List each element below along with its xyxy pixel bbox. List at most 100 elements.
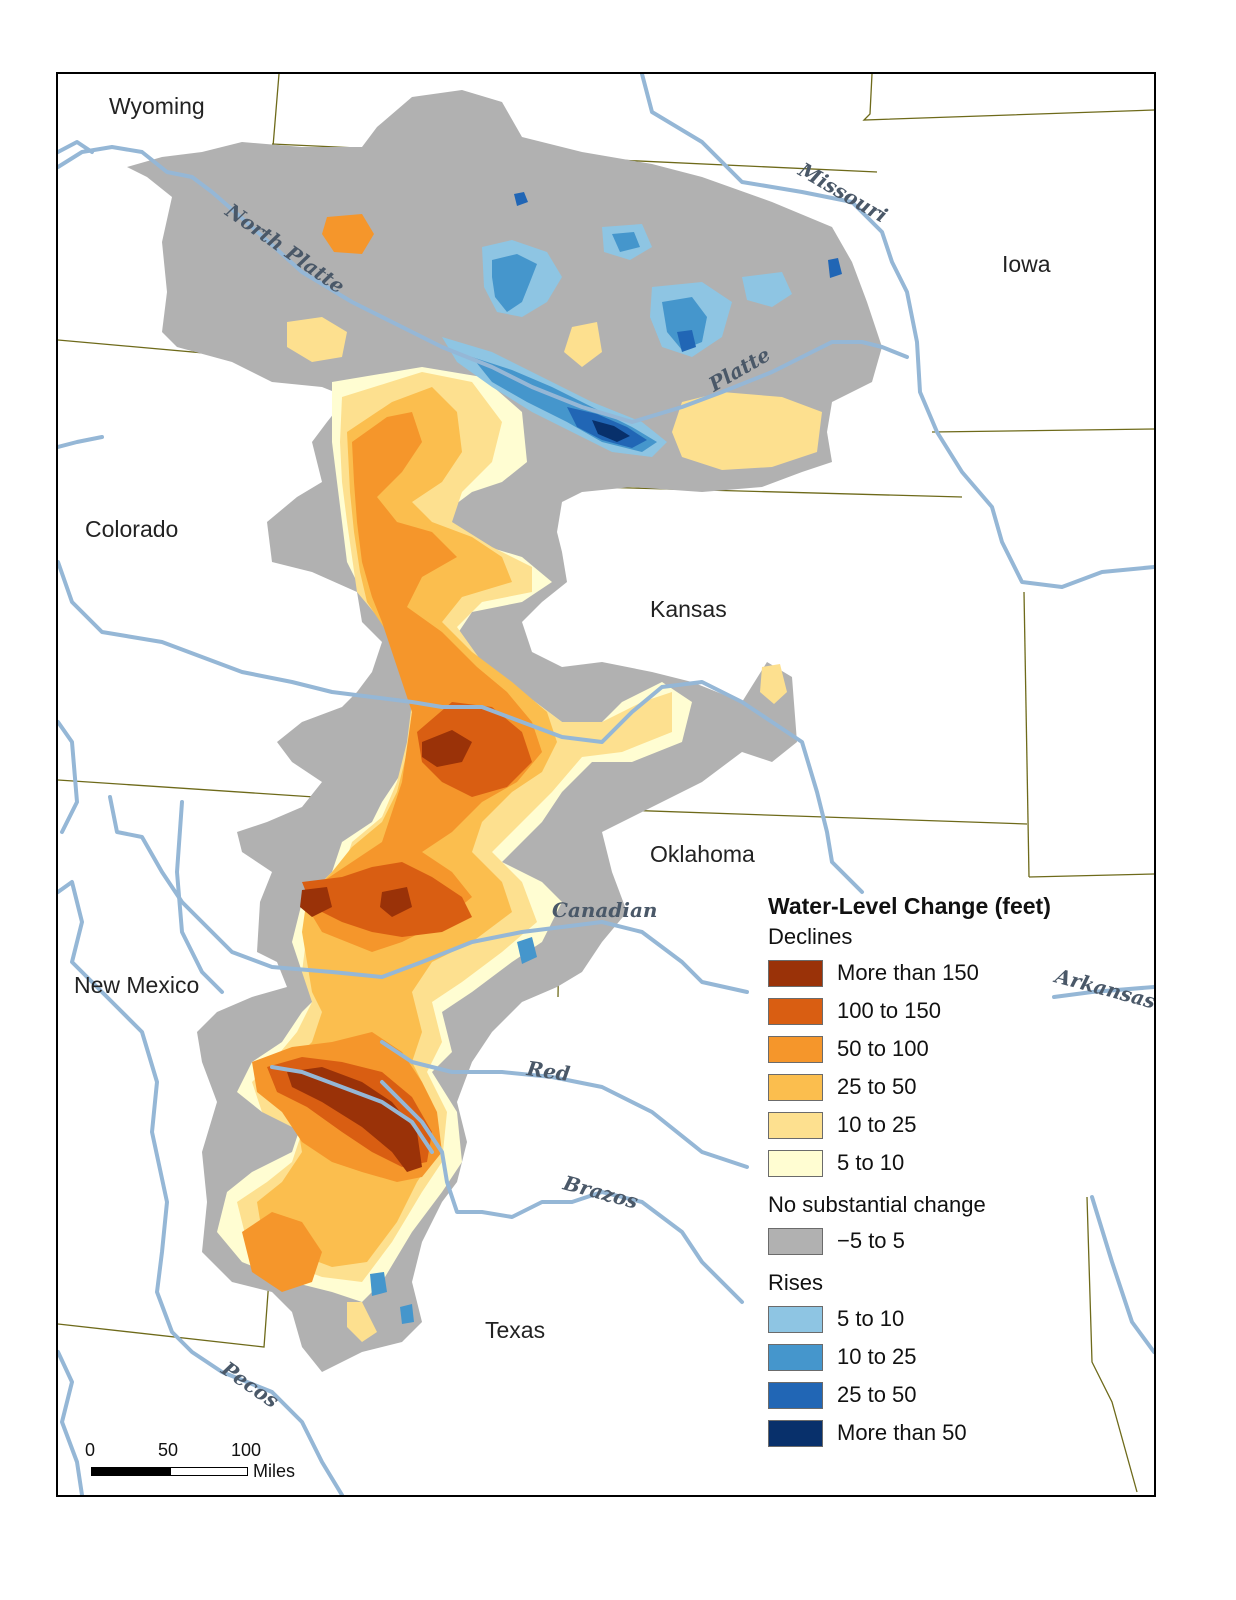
state-label-new-mexico: New Mexico bbox=[74, 972, 199, 998]
zone-rise-10-25-nebraska-central bbox=[662, 297, 707, 350]
zone-50-100-north bbox=[307, 412, 542, 952]
zone-over-150-texas bbox=[287, 1067, 422, 1172]
zone-over-150-panhandle-west bbox=[300, 887, 332, 917]
state-label-iowa: Iowa bbox=[1002, 251, 1051, 277]
scale-bar: 0 50 100 Miles bbox=[85, 1440, 318, 1490]
legend-item-rise-over-50: More than 50 bbox=[768, 1414, 1108, 1452]
river-red bbox=[380, 1040, 749, 1169]
zone-10-25-nebraska-central bbox=[564, 322, 602, 367]
state-label-texas: Texas bbox=[485, 1317, 545, 1343]
river-label-red: Red bbox=[524, 1056, 571, 1086]
scale-tick-50: 50 bbox=[158, 1440, 179, 1460]
river-label-canadian: Canadian bbox=[552, 898, 657, 922]
state-label-kansas: Kansas bbox=[650, 596, 727, 622]
legend-label: −5 to 5 bbox=[837, 1228, 905, 1253]
rivers bbox=[58, 74, 1154, 1495]
legend-swatch bbox=[768, 1343, 823, 1371]
zone-rise-25-50-spot-b bbox=[828, 258, 842, 278]
zone-rise-25-50-spot-c bbox=[677, 330, 696, 352]
legend-title: Water-Level Change (feet) bbox=[768, 893, 1051, 919]
legend-label: 50 to 100 bbox=[837, 1036, 929, 1061]
legend-item-decline-50-100: 50 to 100 bbox=[768, 1030, 1108, 1068]
legend-label: 10 to 25 bbox=[837, 1112, 917, 1137]
boundary-iowa-missouri bbox=[931, 428, 1154, 433]
boundary-missouri bbox=[1023, 591, 1030, 878]
legend-group-rises: Rises bbox=[768, 1270, 824, 1295]
zone-10-25-nebraska-east bbox=[672, 392, 822, 470]
legend-swatch bbox=[768, 1381, 823, 1409]
legend-label: More than 150 bbox=[837, 960, 979, 985]
zone-10-25-nebraska-west bbox=[287, 317, 347, 362]
river-north-platte-headwaters bbox=[58, 140, 94, 154]
zone-rise-10-25-nebraska-north bbox=[612, 232, 640, 252]
legend-label: 100 to 150 bbox=[837, 998, 941, 1023]
river-rio-grande bbox=[58, 1350, 84, 1495]
zone-over-150-panhandle-east bbox=[380, 887, 412, 917]
legend-item-decline-100-150: 100 to 150 bbox=[768, 992, 1108, 1030]
boundary-minnesota-iowa bbox=[862, 74, 1154, 121]
zone-rise-10-25-texas-b bbox=[400, 1304, 414, 1324]
legend-label: 10 to 25 bbox=[837, 1344, 917, 1369]
state-labels: Wyoming Iowa Colorado Kansas Oklahoma Ne… bbox=[74, 93, 1051, 1343]
legend-swatch bbox=[768, 1305, 823, 1333]
river-arkansas-east bbox=[1052, 985, 1154, 999]
river-rio-grande-north bbox=[58, 720, 79, 834]
scale-bar-segment-white bbox=[170, 1467, 248, 1476]
scale-tick-0: 0 bbox=[85, 1440, 96, 1460]
zone-rise-10-25-nebraska-west bbox=[492, 254, 537, 312]
zone-10-25-texas-south bbox=[347, 1302, 377, 1342]
zone-50-100-southwest bbox=[242, 1212, 322, 1292]
river-north-platte-platte bbox=[58, 145, 909, 424]
legend-item-rise-25-50: 25 to 50 bbox=[768, 1376, 1108, 1414]
zone-rise-10-25-texas-a bbox=[370, 1272, 387, 1296]
legend-label: 5 to 10 bbox=[837, 1150, 905, 1175]
boundary-arkansas bbox=[1028, 873, 1154, 878]
legend-label: 25 to 50 bbox=[837, 1074, 917, 1099]
river-colorado-tributary bbox=[58, 435, 104, 449]
river-missouri bbox=[640, 74, 1154, 589]
zone-50-100-wyoming bbox=[322, 214, 374, 254]
legend-swatch bbox=[768, 1073, 823, 1101]
legend-swatch bbox=[768, 1227, 823, 1255]
scale-tick-100: 100 bbox=[231, 1440, 262, 1460]
zone-100-150-kansas bbox=[417, 702, 532, 797]
legend-swatch bbox=[768, 1035, 823, 1063]
legend-swatch bbox=[768, 997, 823, 1025]
legend-item-decline-over-150: More than 150 bbox=[768, 954, 1108, 992]
zone-over-150-kansas bbox=[422, 730, 472, 767]
zone-rise-5-10-nebraska-northeast bbox=[742, 272, 792, 307]
map-canvas: Wyoming Iowa Colorado Kansas Oklahoma Ne… bbox=[58, 74, 1154, 1495]
river-label-brazos: Brazos bbox=[560, 1170, 641, 1213]
river-canadian-tributary bbox=[175, 800, 224, 994]
legend-label: 25 to 50 bbox=[837, 1382, 917, 1407]
river-pecos bbox=[58, 880, 344, 1495]
legend-swatch bbox=[768, 1419, 823, 1447]
zone-rise-25-50-spot-a bbox=[514, 192, 528, 206]
state-label-oklahoma: Oklahoma bbox=[650, 841, 755, 867]
river-brazos-headwaters bbox=[270, 1065, 434, 1154]
state-label-colorado: Colorado bbox=[85, 516, 178, 542]
river-brazos bbox=[380, 1080, 744, 1304]
legend-group-no-change: No substantial change bbox=[768, 1192, 986, 1217]
zone-rise-over-50-platte bbox=[592, 420, 630, 442]
legend-label: 5 to 10 bbox=[837, 1306, 905, 1331]
legend-group-declines: Declines bbox=[768, 924, 853, 949]
legend-swatch bbox=[768, 1111, 823, 1139]
decline-zones bbox=[217, 214, 822, 1342]
scale-bar-segment-black bbox=[91, 1467, 171, 1476]
zone-rise-10-25-oklahoma bbox=[517, 937, 537, 964]
river-label-pecos: Pecos bbox=[216, 1356, 283, 1413]
legend-label: More than 50 bbox=[837, 1420, 967, 1445]
legend-item-decline-10-25: 10 to 25 bbox=[768, 1106, 1108, 1144]
boundary-louisiana bbox=[1086, 1196, 1138, 1493]
legend-item-decline-25-50: 25 to 50 bbox=[768, 1068, 1108, 1106]
legend: Water-Level Change (feet) Declines More … bbox=[768, 893, 1108, 1452]
river-arkansas bbox=[58, 560, 864, 894]
legend-swatch bbox=[768, 959, 823, 987]
state-label-wyoming: Wyoming bbox=[109, 93, 205, 119]
legend-item-no-change: −5 to 5 bbox=[768, 1222, 1108, 1260]
legend-item-rise-5-10: 5 to 10 bbox=[768, 1300, 1108, 1338]
river-canadian bbox=[108, 795, 749, 994]
legend-item-decline-5-10: 5 to 10 bbox=[768, 1144, 1108, 1182]
zone-10-25-kansas-east bbox=[760, 664, 787, 704]
